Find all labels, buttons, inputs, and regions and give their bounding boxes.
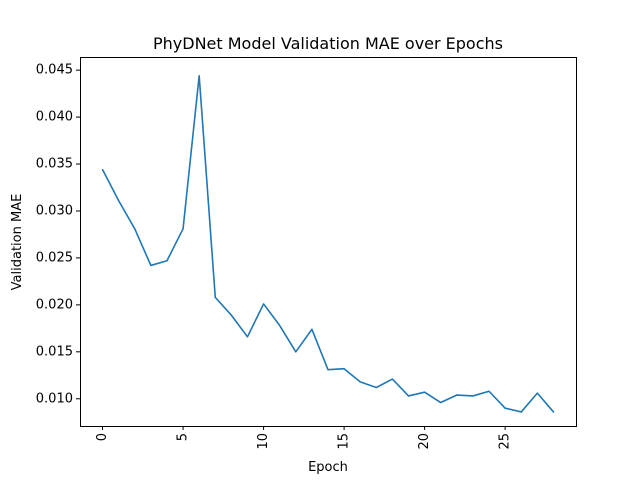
series-line-0 <box>101 74 555 413</box>
x-tick-label: 10 <box>256 433 271 450</box>
y-axis: 0.010 0.015 0.020 0.025 0.030 0.035 0.040 0.045 <box>36 63 80 406</box>
chart-title: PhyDNet Model Validation MAE over Epochs <box>153 34 503 53</box>
y-axis-label: Validation MAE <box>10 194 25 291</box>
y-tick-label: 0.045 <box>36 63 73 78</box>
y-tick-label: 0.025 <box>36 250 73 265</box>
x-tick-label: 0 <box>95 433 110 441</box>
x-tick-label: 25 <box>498 433 513 450</box>
x-axis: 0 5 10 15 20 25 <box>95 426 513 450</box>
x-tick-label: 20 <box>417 433 432 450</box>
plot-area <box>101 74 555 413</box>
x-tick-label: 5 <box>176 433 191 441</box>
y-tick-label: 0.035 <box>36 157 73 172</box>
x-axis-label: Epoch <box>308 460 348 475</box>
y-tick-label: 0.020 <box>36 297 73 312</box>
y-tick-label: 0.010 <box>36 391 73 406</box>
y-tick-label: 0.015 <box>36 344 73 359</box>
y-tick-label: 0.030 <box>36 203 73 218</box>
plot-frame <box>80 57 577 427</box>
y-tick-label: 0.040 <box>36 110 73 125</box>
x-tick-label: 15 <box>337 433 352 450</box>
